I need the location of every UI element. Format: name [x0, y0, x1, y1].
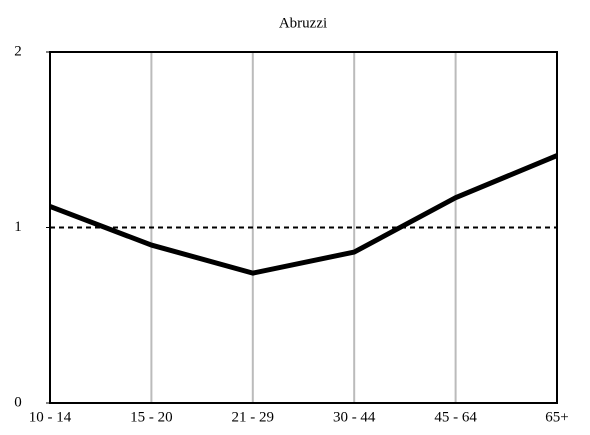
x-tick-label: 10 - 14	[29, 409, 72, 425]
y-tick-label: 2	[14, 43, 22, 59]
x-tick-label: 45 - 64	[434, 409, 477, 425]
x-tick-label: 30 - 44	[333, 409, 376, 425]
x-tick-label: 65+	[545, 409, 568, 425]
data-line	[49, 153, 558, 276]
chart-title: Abruzzi	[279, 15, 327, 31]
y-tick-label: 0	[14, 394, 22, 410]
y-tick-label: 1	[14, 219, 22, 235]
x-tick-label: 21 - 29	[232, 409, 275, 425]
plot-frame	[49, 51, 558, 404]
x-tick-label: 15 - 20	[130, 409, 173, 425]
